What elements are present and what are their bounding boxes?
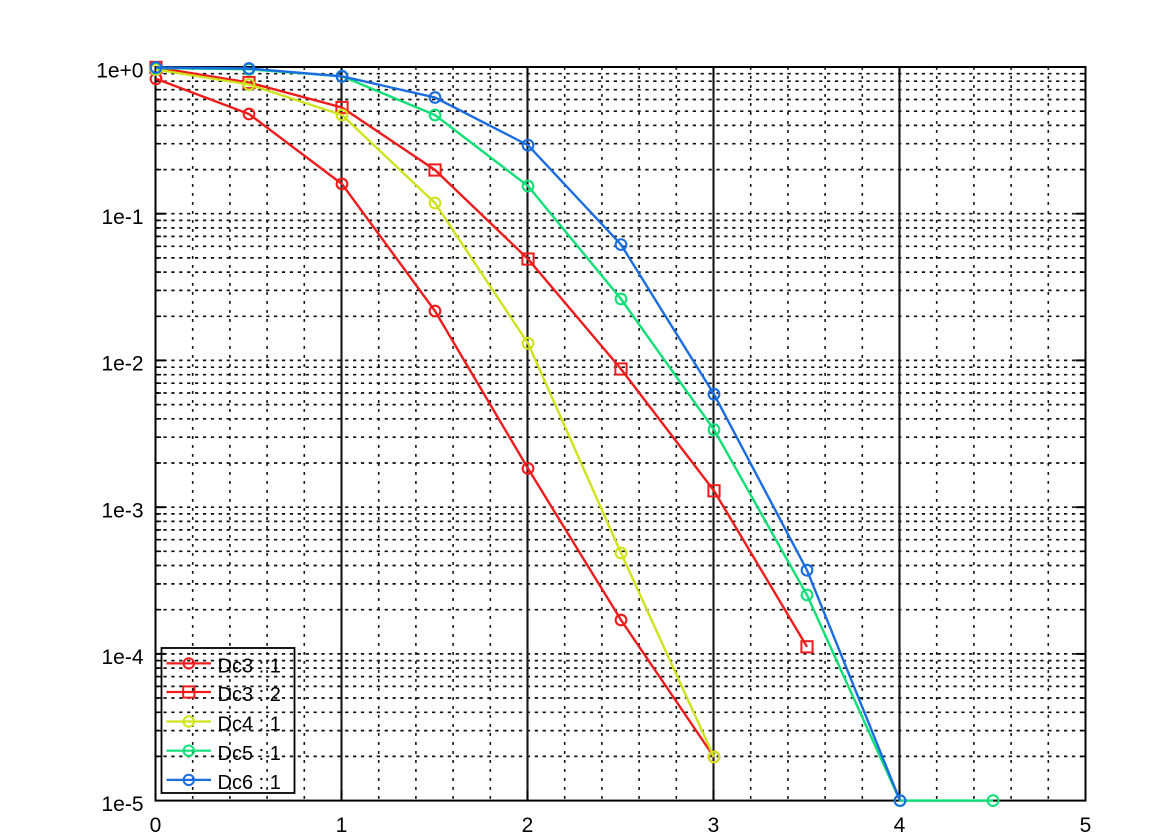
svg-text:0: 0	[150, 814, 162, 835]
svg-text:Dc4 : 1: Dc4 : 1	[218, 714, 281, 736]
svg-text:Dc6 : 1: Dc6 : 1	[218, 772, 281, 794]
svg-text:3: 3	[708, 814, 720, 835]
svg-text:Dc5 : 1: Dc5 : 1	[218, 743, 281, 765]
svg-text:2: 2	[522, 814, 534, 835]
svg-text:1e-2: 1e-2	[101, 353, 143, 376]
svg-text:1e-5: 1e-5	[101, 793, 143, 816]
svg-text:1e-4: 1e-4	[101, 646, 143, 669]
svg-text:1e-1: 1e-1	[101, 206, 143, 229]
svg-text:1e-3: 1e-3	[101, 500, 143, 523]
svg-text:1e+0: 1e+0	[96, 59, 143, 82]
svg-text:5: 5	[1080, 814, 1092, 835]
svg-text:Dc3 : 1: Dc3 : 1	[218, 656, 281, 678]
svg-text:Dc3 : 2: Dc3 : 2	[218, 684, 281, 706]
svg-text:4: 4	[894, 814, 906, 835]
svg-text:1: 1	[336, 814, 348, 835]
